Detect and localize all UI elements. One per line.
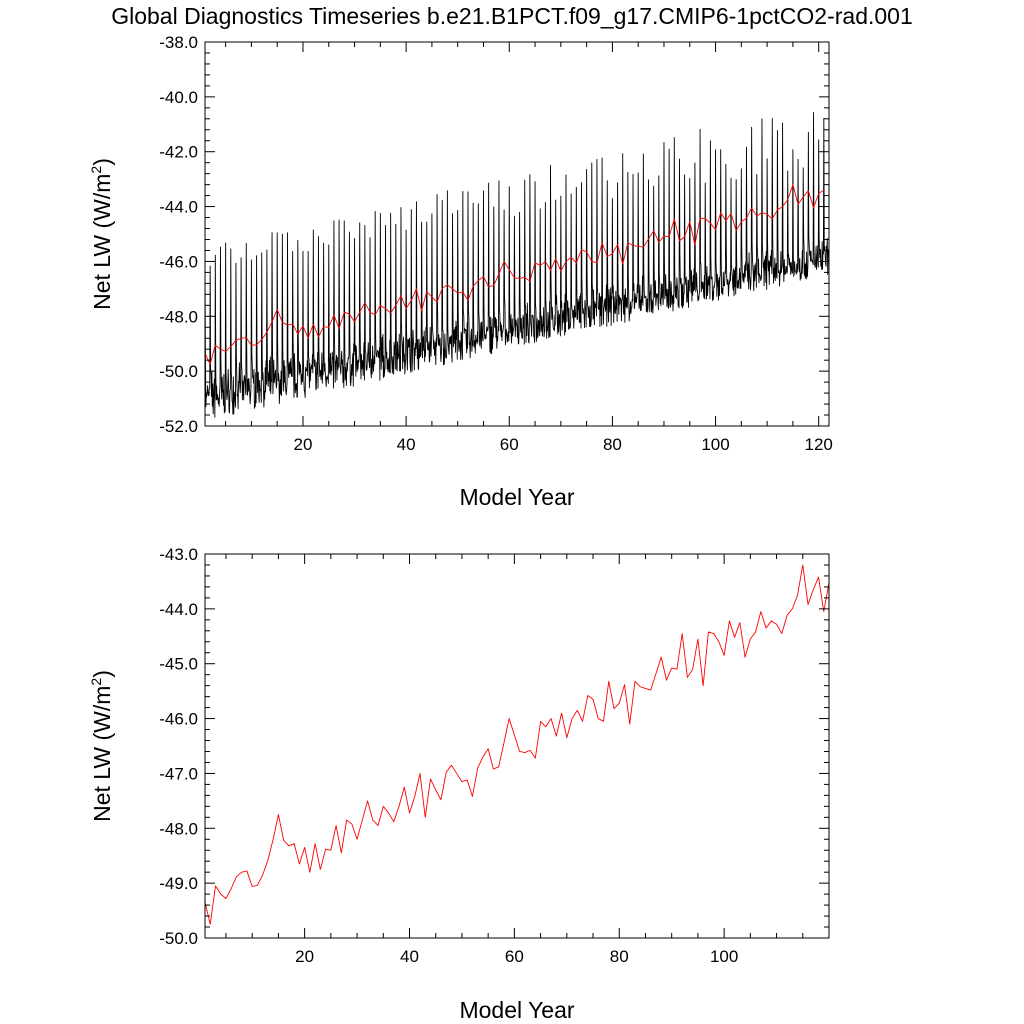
plot-area bbox=[205, 112, 829, 418]
x-axis-label: Model Year bbox=[459, 484, 574, 510]
y-tick-label: -47.0 bbox=[159, 764, 198, 783]
x-tick-label: 40 bbox=[400, 947, 419, 966]
y-tick-label: -42.0 bbox=[159, 143, 198, 162]
plot-frame bbox=[204, 41, 830, 427]
y-tick-label: -45.0 bbox=[159, 655, 198, 674]
y-tick-label: -43.0 bbox=[159, 545, 198, 564]
y-tick-label: -50.0 bbox=[159, 929, 198, 948]
x-tick-label: 100 bbox=[710, 947, 738, 966]
plot-frame bbox=[204, 553, 830, 939]
annual-mean-line bbox=[205, 564, 829, 925]
tick-marks bbox=[205, 41, 829, 427]
y-tick-label: -46.0 bbox=[159, 710, 198, 729]
x-tick-label: 80 bbox=[603, 435, 622, 454]
y-axis-label: Net LW (W/m2) bbox=[88, 670, 115, 822]
y-tick-label: -50.0 bbox=[159, 362, 198, 381]
y-tick-label: -44.0 bbox=[159, 198, 198, 217]
tick-marks bbox=[205, 553, 830, 939]
bottom-panel: 20 40 60 80 100 -50.0 -49.0 -48.0 -47.0 -46.0 -45.… bbox=[88, 545, 830, 1023]
x-tick-label: 100 bbox=[701, 435, 729, 454]
plot-area bbox=[205, 564, 829, 925]
x-tick-label: 40 bbox=[397, 435, 416, 454]
y-tick-label: -46.0 bbox=[159, 252, 198, 271]
annual-mean-line bbox=[205, 184, 825, 365]
y-tick-label: -49.0 bbox=[159, 874, 198, 893]
x-tick-label: 120 bbox=[804, 435, 832, 454]
x-tick-label: 60 bbox=[505, 947, 524, 966]
y-tick-label: -40.0 bbox=[159, 88, 198, 107]
x-tick-label: 80 bbox=[610, 947, 629, 966]
y-tick-label: -52.0 bbox=[159, 417, 198, 436]
x-tick-label: 20 bbox=[294, 435, 313, 454]
monthly-line bbox=[205, 112, 829, 418]
y-tick-label: -38.0 bbox=[159, 33, 198, 52]
top-panel: 20 40 60 80 100 120 -52.0 -50.0 -48.0 -46.0 -44.0 -… bbox=[88, 33, 833, 510]
x-tick-label: 20 bbox=[295, 947, 314, 966]
y-axis-label: Net LW (W/m2) bbox=[88, 158, 115, 310]
y-tick-label: -48.0 bbox=[159, 307, 198, 326]
x-axis-label: Model Year bbox=[459, 997, 574, 1023]
figure-title: Global Diagnostics Timeseries b.e21.B1PC… bbox=[111, 3, 913, 29]
x-tick-label: 60 bbox=[500, 435, 519, 454]
y-tick-label: -48.0 bbox=[159, 819, 198, 838]
y-tick-label: -44.0 bbox=[159, 600, 198, 619]
